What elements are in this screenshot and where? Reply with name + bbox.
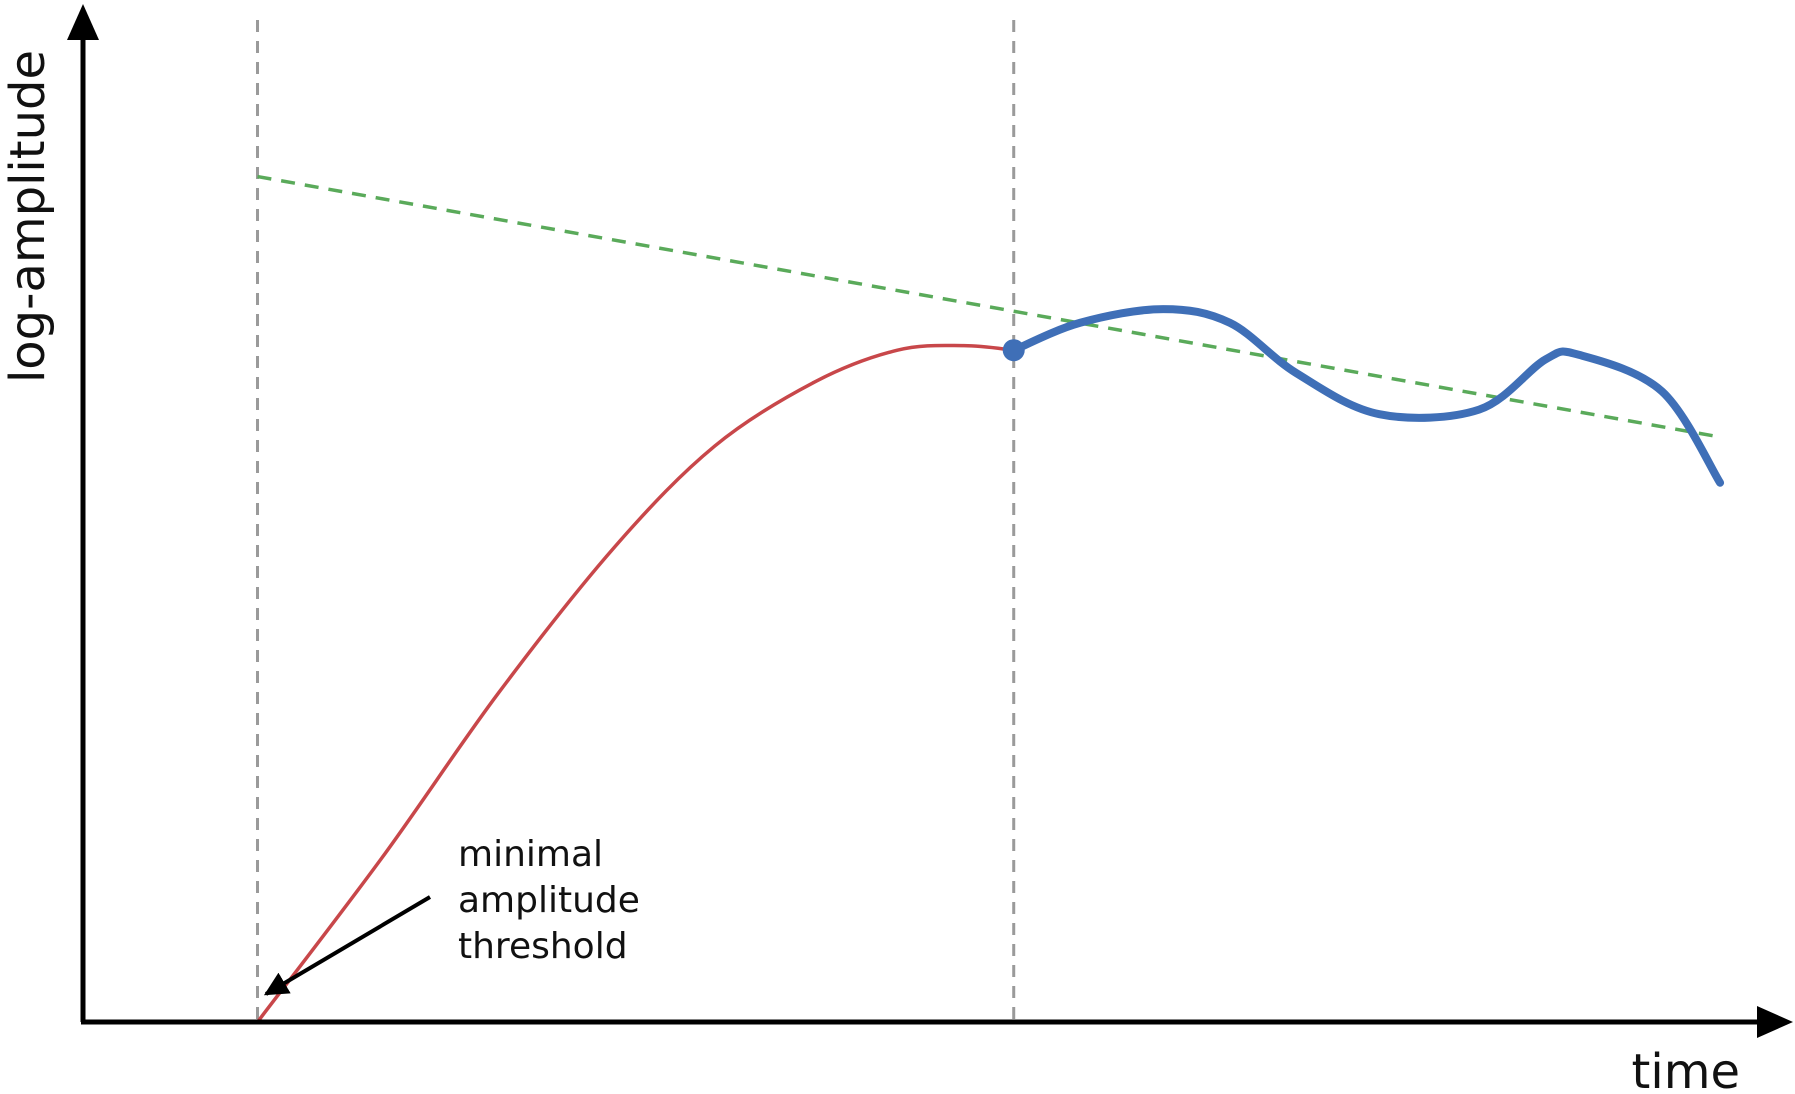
threshold-annotation: minimal amplitude threshold xyxy=(263,834,640,996)
sustained-curve xyxy=(1009,305,1725,487)
x-axis-arrowhead xyxy=(1757,1006,1793,1038)
annotation-line-2: amplitude xyxy=(458,880,640,921)
transition-point-marker xyxy=(1002,339,1025,362)
y-axis-arrowhead xyxy=(67,4,99,40)
annotation-arrow xyxy=(263,895,432,996)
trend-line xyxy=(257,174,1721,439)
annotation-line-1: minimal xyxy=(458,834,603,875)
annotation-line-3: threshold xyxy=(458,926,628,967)
x-axis-label: time xyxy=(1632,1044,1740,1094)
y-axis-label: log-amplitude xyxy=(0,50,56,383)
growth-curve xyxy=(255,343,1016,1024)
